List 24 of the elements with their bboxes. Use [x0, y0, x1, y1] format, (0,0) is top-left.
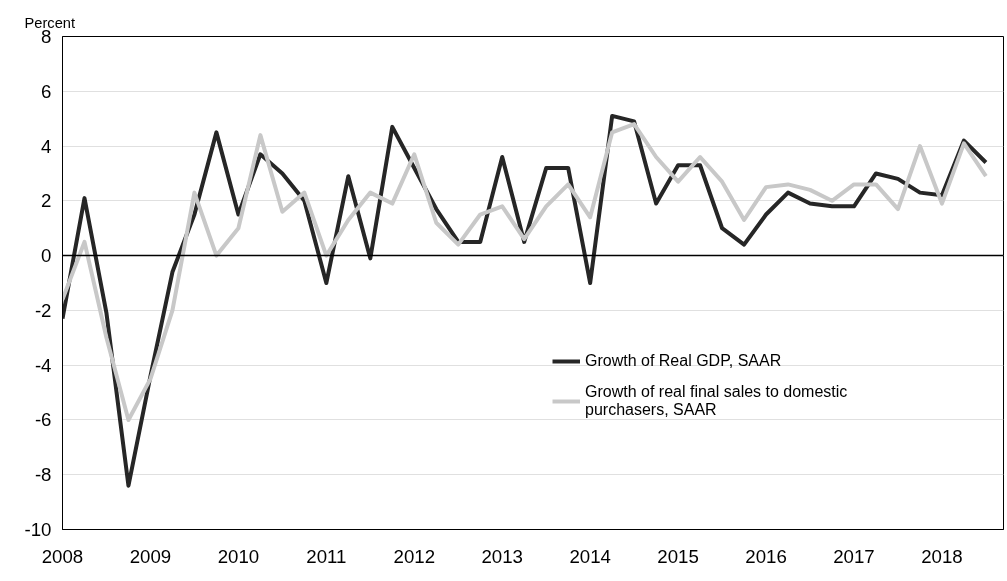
y-tick-label: 4: [41, 135, 52, 157]
x-tick-label: 2012: [393, 545, 436, 567]
y-tick-label: -6: [34, 409, 52, 431]
y-tick-label: 0: [41, 245, 52, 267]
x-tick-label: 2018: [921, 545, 963, 567]
x-tick-label: 2010: [217, 545, 260, 567]
line-series: [62, 122, 988, 422]
x-tick-label: 2008: [41, 545, 84, 567]
x-tick-label: 2014: [569, 545, 611, 567]
x-tick-label: 2009: [129, 545, 172, 567]
x-tick-label: 2017: [833, 545, 875, 567]
y-tick-label: -10: [24, 519, 52, 540]
y-tick-label: -2: [34, 299, 52, 321]
x-tick-label: 2013: [481, 545, 523, 567]
y-tick-label: -4: [34, 354, 52, 376]
x-tick-label: 2016: [745, 545, 787, 567]
x-tick-label: 2011: [306, 545, 347, 567]
y-axis-title: Percent: [24, 14, 76, 31]
y-tick-label: 2: [41, 190, 52, 212]
y-tick-label: -8: [34, 464, 52, 486]
legend-label: Growth of real final sales to domestic purchasers, SAAR: [585, 383, 849, 419]
y-tick-label: 6: [41, 80, 52, 102]
x-tick-label: 2015: [657, 545, 699, 567]
legend-label: Growth of Real GDP, SAAR: [585, 352, 783, 370]
